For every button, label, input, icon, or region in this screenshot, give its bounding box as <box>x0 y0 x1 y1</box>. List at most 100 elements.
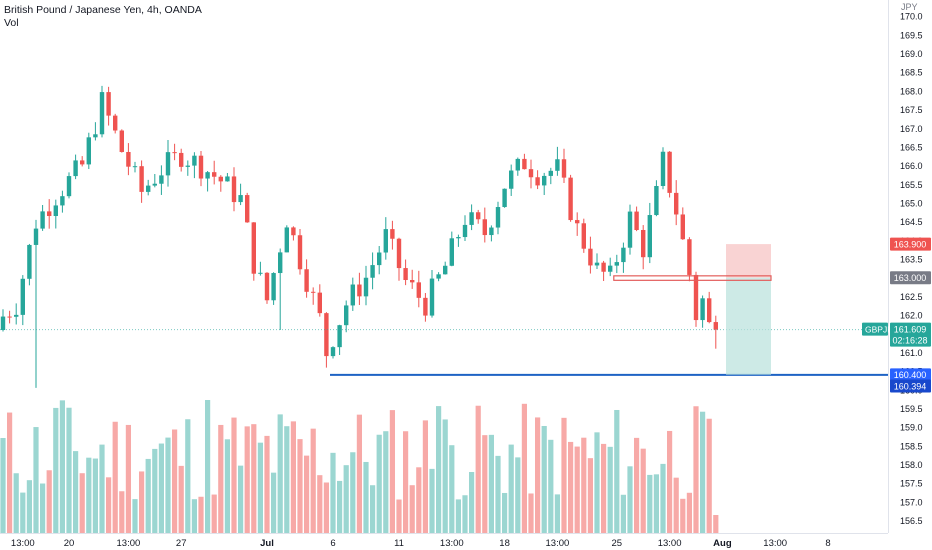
candle-body[interactable] <box>172 152 177 154</box>
candle-body[interactable] <box>14 314 19 317</box>
candle-body[interactable] <box>377 252 382 266</box>
stop-loss-zone[interactable] <box>726 244 771 278</box>
candle-body[interactable] <box>60 196 65 206</box>
candle-body[interactable] <box>304 269 309 292</box>
candle-body[interactable] <box>238 195 243 203</box>
candle-body[interactable] <box>311 291 316 293</box>
candle-body[interactable] <box>344 305 349 326</box>
candle-body[interactable] <box>146 185 151 192</box>
candle-body[interactable] <box>614 262 619 266</box>
candle-body[interactable] <box>469 212 474 225</box>
candle-body[interactable] <box>476 212 481 220</box>
candle-body[interactable] <box>284 227 289 253</box>
candle-body[interactable] <box>245 195 250 223</box>
candle-body[interactable] <box>370 265 375 278</box>
candle-body[interactable] <box>423 297 428 316</box>
candle-body[interactable] <box>264 272 270 301</box>
candle-body[interactable] <box>93 134 98 138</box>
resistance-zone[interactable] <box>613 275 772 281</box>
candle-body[interactable] <box>515 158 520 171</box>
candle-body[interactable] <box>33 228 39 245</box>
candle-body[interactable] <box>251 222 256 274</box>
candle-body[interactable] <box>99 92 105 135</box>
take-profit-zone[interactable] <box>726 277 771 375</box>
candle-body[interactable] <box>674 192 679 215</box>
price-label-box[interactable] <box>890 271 931 285</box>
candle-body[interactable] <box>482 219 487 236</box>
candle-body[interactable] <box>495 207 501 228</box>
candle-body[interactable] <box>687 239 692 275</box>
candle-body[interactable] <box>608 265 613 272</box>
candle-body[interactable] <box>47 211 52 217</box>
candle-body[interactable] <box>436 274 441 279</box>
price-label-box[interactable] <box>890 322 931 347</box>
candle-body[interactable] <box>363 277 369 297</box>
symbol-tag[interactable] <box>862 322 888 336</box>
candle-body[interactable] <box>86 137 91 165</box>
candle-body[interactable] <box>502 188 507 208</box>
candle-body[interactable] <box>80 160 85 165</box>
candle-body[interactable] <box>462 224 468 238</box>
candle-body[interactable] <box>152 183 157 186</box>
candle-body[interactable] <box>0 316 6 331</box>
price-label-box[interactable] <box>890 368 931 382</box>
candle-body[interactable] <box>700 298 705 321</box>
candle-body[interactable] <box>509 170 514 189</box>
candle-body[interactable] <box>693 274 699 321</box>
candle-body[interactable] <box>588 248 593 266</box>
candle-body[interactable] <box>680 214 685 240</box>
candle-body[interactable] <box>528 169 534 178</box>
candle-body[interactable] <box>568 177 573 221</box>
candle-body[interactable] <box>324 313 329 357</box>
candle-body[interactable] <box>449 238 454 266</box>
candle-body[interactable] <box>185 165 190 167</box>
candle-body[interactable] <box>601 262 606 272</box>
candle-body[interactable] <box>330 347 336 357</box>
candle-body[interactable] <box>548 170 553 176</box>
candle-body[interactable] <box>218 176 223 182</box>
candle-body[interactable] <box>396 238 402 269</box>
candle-body[interactable] <box>66 176 72 197</box>
candle-body[interactable] <box>73 160 78 177</box>
candle-body[interactable] <box>667 151 672 193</box>
candle-body[interactable] <box>555 159 560 171</box>
candle-body[interactable] <box>231 176 237 203</box>
candle-body[interactable] <box>212 172 217 177</box>
candle-body[interactable] <box>403 268 408 281</box>
candle-body[interactable] <box>278 252 283 274</box>
candle-body[interactable] <box>337 325 342 348</box>
candle-body[interactable] <box>297 235 303 270</box>
candle-body[interactable] <box>350 284 355 306</box>
candle-body[interactable] <box>594 262 600 266</box>
candle-body[interactable] <box>106 92 111 116</box>
candle-body[interactable] <box>165 152 171 176</box>
candle-body[interactable] <box>139 166 144 192</box>
candle-body[interactable] <box>113 115 118 131</box>
candle-body[interactable] <box>522 158 527 170</box>
candle-body[interactable] <box>317 292 322 314</box>
candle-body[interactable] <box>383 229 388 253</box>
candle-body[interactable] <box>198 155 204 179</box>
candle-body[interactable] <box>581 223 586 249</box>
candle-body[interactable] <box>660 151 666 187</box>
candle-body[interactable] <box>390 229 395 239</box>
candle-body[interactable] <box>119 130 124 152</box>
candle-body[interactable] <box>707 298 712 323</box>
candle-body[interactable] <box>53 205 58 217</box>
candle-body[interactable] <box>416 282 421 298</box>
candle-body[interactable] <box>641 229 646 258</box>
candle-body[interactable] <box>456 237 461 239</box>
candle-body[interactable] <box>634 211 639 230</box>
candle-body[interactable] <box>647 215 652 258</box>
candle-body[interactable] <box>27 244 32 279</box>
candle-body[interactable] <box>179 152 184 167</box>
candle-body[interactable] <box>561 159 567 178</box>
candle-body[interactable] <box>535 177 540 186</box>
candle-body[interactable] <box>126 151 131 167</box>
candle-body[interactable] <box>192 155 197 166</box>
candle-body[interactable] <box>575 220 580 224</box>
candle-body[interactable] <box>225 176 230 182</box>
candle-body[interactable] <box>357 284 362 297</box>
candle-body[interactable] <box>489 227 494 236</box>
